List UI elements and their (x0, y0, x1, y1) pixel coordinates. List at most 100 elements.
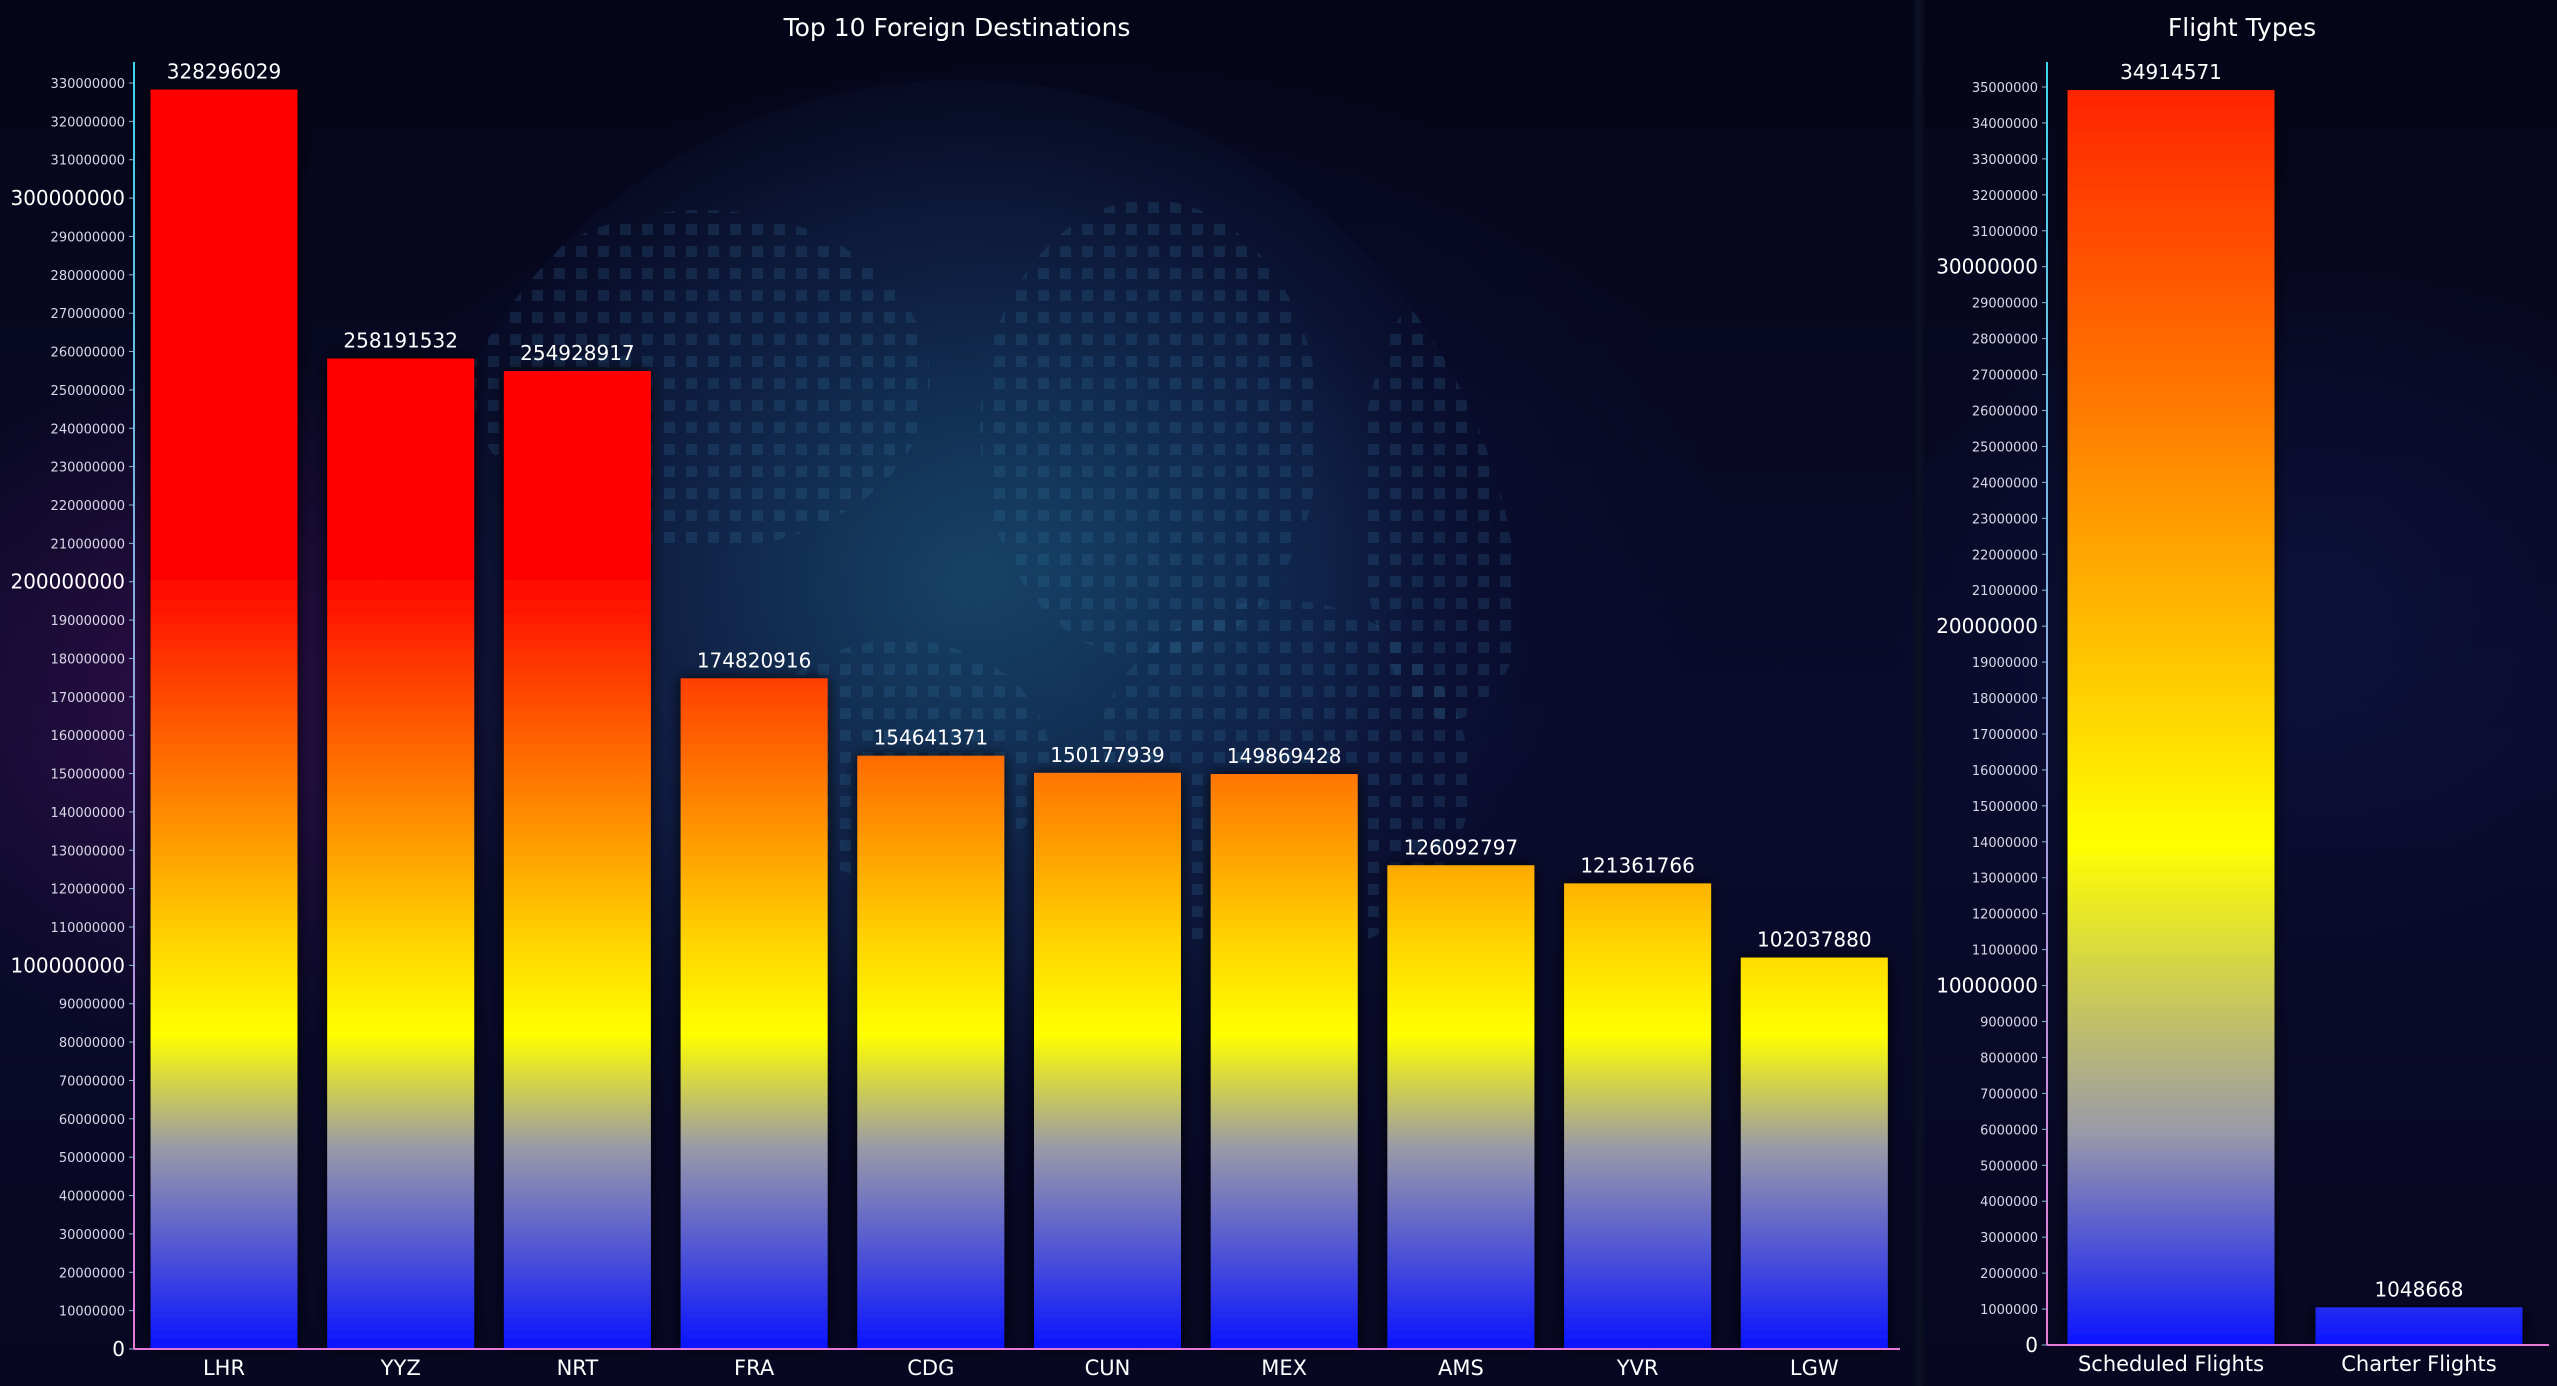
y-tick-label: 50000000 (59, 1151, 125, 1166)
y-tick-label: 120000000 (51, 883, 125, 898)
y-tick-label: 8000000 (1980, 1051, 2038, 1066)
y-tick-label: 30000000 (59, 1228, 125, 1243)
bar (327, 358, 475, 1349)
bar (1034, 772, 1181, 1349)
y-tick-label: 250000000 (51, 384, 125, 399)
bar (150, 89, 298, 1349)
y-tick-label: 180000000 (51, 652, 125, 667)
y-tick-label: 23000000 (1972, 512, 2038, 527)
y-tick-label: 16000000 (1972, 764, 2038, 779)
y-tick-label: 35000000 (1972, 81, 2038, 96)
y-tick-label: 110000000 (51, 921, 125, 936)
bar (857, 755, 1005, 1349)
y-tick-label: 25000000 (1972, 440, 2038, 455)
y-tick-label: 7000000 (1980, 1087, 2038, 1102)
y-tick-label: 20000000 (59, 1266, 125, 1281)
y-tick-label: 12000000 (1972, 908, 2038, 923)
bars (150, 89, 1888, 1349)
x-tick-label: Scheduled Flights (2078, 1352, 2264, 1376)
y-tick-label: 10000000 (59, 1305, 125, 1320)
x-tick-label: CDG (907, 1356, 954, 1380)
y-tick-label: 20000000 (1936, 614, 2038, 638)
y-tick-label: 200000000 (10, 570, 125, 594)
y-tick-label: 260000000 (51, 346, 125, 361)
y-tick-label: 29000000 (1972, 297, 2038, 312)
y-tick-label: 150000000 (51, 768, 125, 783)
bar-value-label: 121361766 (1580, 853, 1695, 877)
y-tick-label: 32000000 (1972, 189, 2038, 204)
bar (503, 370, 651, 1349)
y-tick-label: 220000000 (51, 499, 125, 514)
y-tick-label: 280000000 (51, 269, 125, 284)
y-tick-label: 31000000 (1972, 225, 2038, 240)
bar (2315, 1307, 2523, 1345)
y-tick-label: 34000000 (1972, 117, 2038, 132)
y-tick-label: 160000000 (51, 729, 125, 744)
y-tick-label: 6000000 (1980, 1123, 2038, 1138)
bar-value-label: 34914571 (2120, 60, 2222, 84)
y-tick-label: 300000000 (10, 186, 125, 210)
x-tick-label: LGW (1790, 1356, 1839, 1380)
y-tick-label: 170000000 (51, 691, 125, 706)
y-tick-label: 9000000 (1980, 1016, 2038, 1031)
y-tick-label: 0 (2025, 1333, 2038, 1357)
y-tick-label: 230000000 (51, 461, 125, 476)
bars (2067, 90, 2523, 1346)
y-tick-label: 2000000 (1980, 1267, 2038, 1282)
y-tick-label: 60000000 (59, 1113, 125, 1128)
bar-value-label: 102037880 (1757, 928, 1872, 952)
y-tick-label: 15000000 (1972, 800, 2038, 815)
bar-value-label: 1048668 (2374, 1277, 2463, 1301)
x-tick-label: MEX (1261, 1356, 1307, 1380)
x-tick-label: LHR (203, 1356, 245, 1380)
x-tick-label: FRA (734, 1356, 775, 1380)
x-tick-label: YYZ (380, 1356, 421, 1380)
bar-value-label: 174820916 (697, 648, 812, 672)
y-tick-label: 30000000 (1936, 255, 2038, 279)
bar (2067, 90, 2275, 1346)
y-tick-label: 130000000 (51, 844, 125, 859)
y-tick-label: 21000000 (1972, 584, 2038, 599)
x-tick-label: NRT (557, 1356, 599, 1380)
chart-title: Top 10 Foreign Destinations (783, 13, 1131, 42)
top-destinations-chart: Top 10 Foreign Destinations 0 10000000 200… (10, 13, 1900, 1380)
y-tick-label: 3000000 (1980, 1231, 2038, 1246)
y-tick-label: 27000000 (1972, 369, 2038, 384)
value-labels: 328296029 258191532 254928917 174820916 1546… (167, 60, 1872, 952)
x-axis: LHR YYZ NRT FRA CDG CUN MEX AMS YVR LGW (134, 1348, 1900, 1380)
bar-value-label: 149869428 (1227, 744, 1342, 768)
bar (1564, 883, 1712, 1349)
y-tick-label: 14000000 (1972, 836, 2038, 851)
y-tick-label: 310000000 (51, 154, 125, 169)
value-labels: 34914571 1048668 (2120, 60, 2463, 1301)
y-tick-label: 28000000 (1972, 333, 2038, 348)
bar-value-label: 328296029 (167, 60, 282, 84)
y-tick-label: 33000000 (1972, 153, 2038, 168)
y-tick-label: 5000000 (1980, 1159, 2038, 1174)
bar (1387, 865, 1535, 1349)
y-tick-label: 40000000 (59, 1190, 125, 1205)
bar (1740, 957, 1888, 1349)
y-tick-label: 330000000 (51, 77, 125, 92)
bar (1210, 774, 1358, 1349)
bar-value-label: 254928917 (520, 341, 635, 365)
x-tick-label: AMS (1438, 1356, 1484, 1380)
y-tick-label: 80000000 (59, 1036, 125, 1051)
y-tick-label: 70000000 (59, 1074, 125, 1089)
y-tick-label: 320000000 (51, 115, 125, 130)
y-tick-label: 290000000 (51, 230, 125, 245)
y-tick-label: 0 (112, 1337, 125, 1361)
x-axis: Scheduled Flights Charter Flights (2047, 1344, 2549, 1376)
bar-value-label: 154641371 (874, 726, 989, 750)
chart-title: Flight Types (2168, 13, 2316, 42)
y-tick-label: 19000000 (1972, 656, 2038, 671)
y-tick-label: 210000000 (51, 537, 125, 552)
y-tick-label: 240000000 (51, 422, 125, 437)
y-tick-label: 4000000 (1980, 1195, 2038, 1210)
y-axis: 0 1000000 2000000 3000000 4000000 5000000 6000… (1936, 62, 2048, 1357)
bar-value-label: 126092797 (1404, 835, 1519, 859)
y-tick-label: 100000000 (10, 953, 125, 977)
y-tick-label: 190000000 (51, 614, 125, 629)
bar-value-label: 258191532 (343, 328, 458, 352)
x-tick-label: Charter Flights (2341, 1352, 2497, 1376)
